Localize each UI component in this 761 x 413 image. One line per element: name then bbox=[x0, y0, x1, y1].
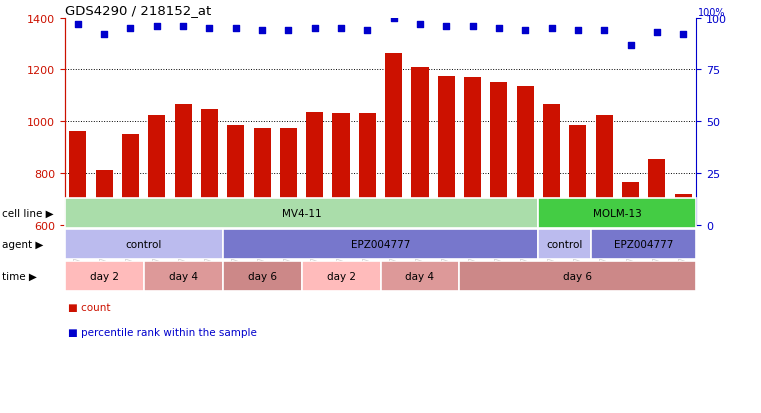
Text: GDS4290 / 218152_at: GDS4290 / 218152_at bbox=[65, 5, 211, 17]
Bar bbox=[358, 114, 376, 225]
Text: control: control bbox=[546, 240, 583, 250]
Bar bbox=[674, 194, 692, 225]
Text: MOLM-13: MOLM-13 bbox=[593, 208, 642, 218]
Point bbox=[677, 32, 689, 38]
Point bbox=[414, 21, 426, 28]
Point bbox=[572, 28, 584, 34]
Point bbox=[151, 24, 163, 30]
Bar bbox=[174, 105, 192, 225]
Bar bbox=[201, 110, 218, 225]
Point bbox=[124, 26, 136, 32]
Point bbox=[546, 26, 558, 32]
Point bbox=[309, 26, 321, 32]
Text: time ▶: time ▶ bbox=[2, 271, 37, 281]
Bar bbox=[648, 159, 665, 225]
Bar bbox=[622, 183, 639, 225]
Point bbox=[203, 26, 215, 32]
Bar bbox=[517, 87, 533, 225]
Bar bbox=[596, 115, 613, 225]
Text: control: control bbox=[126, 240, 162, 250]
Bar bbox=[253, 128, 271, 225]
Text: ■ count: ■ count bbox=[68, 303, 111, 313]
Bar bbox=[412, 68, 428, 225]
Bar bbox=[569, 126, 587, 225]
Point bbox=[387, 15, 400, 22]
Text: EPZ004777: EPZ004777 bbox=[351, 240, 410, 250]
Text: day 6: day 6 bbox=[247, 271, 276, 281]
Point bbox=[282, 28, 295, 34]
Bar bbox=[69, 132, 87, 225]
Bar bbox=[385, 53, 403, 225]
Text: day 6: day 6 bbox=[563, 271, 592, 281]
Text: day 4: day 4 bbox=[406, 271, 435, 281]
Bar bbox=[490, 83, 508, 225]
Point bbox=[230, 26, 242, 32]
Text: MV4-11: MV4-11 bbox=[282, 208, 321, 218]
Text: 100%: 100% bbox=[698, 8, 725, 18]
Point bbox=[466, 24, 479, 30]
Bar bbox=[306, 113, 323, 225]
Text: ■ percentile rank within the sample: ■ percentile rank within the sample bbox=[68, 328, 257, 337]
Bar bbox=[333, 114, 349, 225]
Point bbox=[98, 32, 110, 38]
Point bbox=[177, 24, 189, 30]
Bar bbox=[228, 126, 244, 225]
Bar bbox=[438, 77, 455, 225]
Text: day 2: day 2 bbox=[90, 271, 119, 281]
Point bbox=[256, 28, 268, 34]
Bar bbox=[148, 115, 165, 225]
Bar bbox=[280, 128, 297, 225]
Point bbox=[72, 21, 84, 28]
Bar bbox=[543, 105, 560, 225]
Point bbox=[598, 28, 610, 34]
Text: cell line ▶: cell line ▶ bbox=[2, 208, 53, 218]
Bar bbox=[464, 78, 481, 225]
Bar bbox=[122, 135, 139, 225]
Bar bbox=[96, 171, 113, 225]
Point bbox=[361, 28, 374, 34]
Point bbox=[651, 30, 663, 36]
Text: day 4: day 4 bbox=[169, 271, 198, 281]
Point bbox=[493, 26, 505, 32]
Text: agent ▶: agent ▶ bbox=[2, 240, 43, 250]
Text: day 2: day 2 bbox=[326, 271, 355, 281]
Point bbox=[335, 26, 347, 32]
Point bbox=[519, 28, 531, 34]
Point bbox=[440, 24, 452, 30]
Point bbox=[625, 42, 637, 49]
Text: EPZ004777: EPZ004777 bbox=[614, 240, 673, 250]
